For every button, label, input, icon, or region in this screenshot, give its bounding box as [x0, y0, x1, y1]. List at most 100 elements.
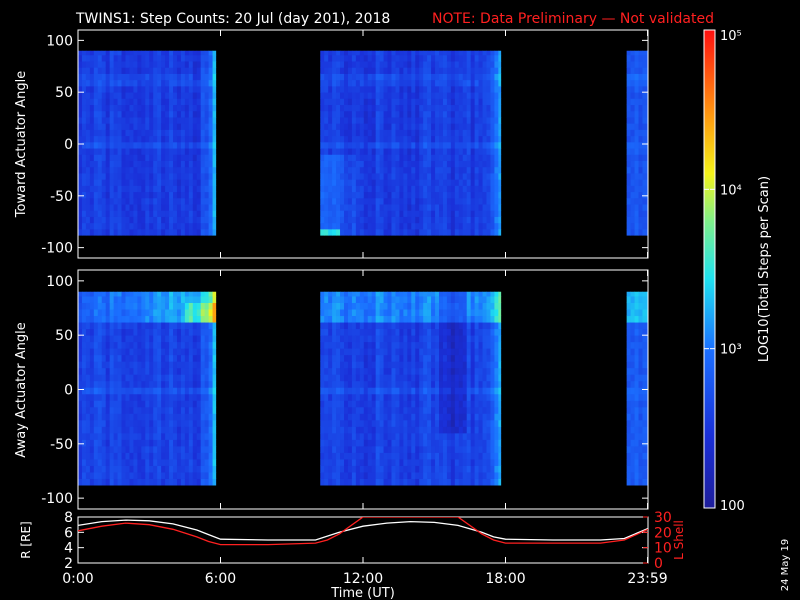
toward-heatmap-cell	[97, 54, 103, 62]
toward-heatmap-cell	[435, 179, 440, 186]
toward-heatmap-cell	[423, 129, 428, 137]
toward-heatmap-cell	[383, 79, 388, 87]
away-heatmap-cell	[407, 472, 412, 479]
away-heatmap-cell	[125, 478, 130, 486]
away-heatmap-cell	[78, 406, 83, 414]
toward-heatmap-cell	[117, 185, 122, 193]
toward-heatmap-cell	[176, 123, 182, 130]
away-heatmap-cell	[367, 341, 373, 349]
toward-heatmap-cell	[105, 197, 111, 205]
toward-heatmap-cell	[113, 54, 118, 62]
away-heatmap-cell	[188, 367, 194, 375]
away-heatmap-cell	[379, 309, 384, 317]
toward-heatmap-cell	[383, 110, 388, 118]
toward-heatmap-cell	[427, 123, 432, 130]
toward-heatmap-cell	[439, 210, 444, 217]
toward-heatmap-cell	[403, 191, 408, 199]
toward-heatmap-cell	[340, 98, 345, 106]
toward-heatmap-cell	[161, 160, 166, 168]
away-heatmap-cell	[482, 309, 487, 317]
away-heatmap-cell	[180, 393, 186, 401]
away-heatmap-cell	[117, 291, 122, 297]
toward-heatmap-cell	[415, 135, 420, 143]
away-heatmap-cell	[78, 302, 83, 310]
away-heatmap-cell	[133, 400, 138, 408]
toward-heatmap-cell	[340, 117, 345, 124]
away-heatmap-cell	[184, 322, 190, 330]
toward-heatmap-cell	[375, 54, 381, 62]
toward-heatmap-cell	[81, 85, 87, 93]
away-heatmap-cell	[371, 432, 377, 440]
toward-heatmap-cell	[78, 85, 83, 93]
toward-heatmap-cell	[320, 92, 325, 99]
toward-heatmap-cell	[97, 228, 103, 236]
toward-heatmap-cell	[423, 173, 428, 180]
toward-heatmap-cell	[117, 73, 122, 81]
away-heatmap-cell	[133, 439, 138, 447]
away-heatmap-cell	[81, 291, 87, 297]
away-heatmap-cell	[149, 361, 154, 369]
toward-heatmap-cell	[188, 92, 194, 99]
away-heatmap-cell	[344, 459, 349, 466]
away-heatmap-cell	[78, 465, 83, 473]
toward-heatmap-cell	[391, 73, 396, 81]
toward-heatmap-cell	[173, 179, 178, 186]
toward-heatmap-cell	[145, 166, 150, 174]
toward-heatmap-cell	[419, 104, 424, 112]
toward-heatmap-cell	[395, 135, 400, 143]
toward-heatmap-cell	[78, 61, 83, 68]
toward-heatmap-cell	[105, 228, 111, 236]
away-heatmap-cell	[161, 439, 166, 447]
away-heatmap-cell	[486, 354, 491, 362]
away-heatmap-cell	[454, 302, 460, 310]
away-heatmap-cell	[474, 302, 479, 310]
toward-heatmap-cell	[176, 67, 182, 74]
away-heatmap-cell	[173, 328, 178, 336]
toward-heatmap-cell	[324, 129, 329, 137]
toward-heatmap-cell	[133, 179, 138, 186]
toward-heatmap-cell	[85, 204, 91, 211]
toward-heatmap-cell	[196, 173, 202, 180]
away-heatmap-cell	[450, 348, 456, 356]
away-heatmap-cell	[165, 380, 170, 388]
away-heatmap-cell	[407, 296, 412, 303]
away-heatmap-cell	[490, 419, 495, 427]
away-heatmap-cell	[399, 445, 404, 453]
away-heatmap-cell	[450, 452, 456, 460]
toward-heatmap-cell	[642, 197, 647, 205]
toward-heatmap-cell	[105, 98, 111, 106]
toward-heatmap-cell	[196, 204, 202, 211]
toward-heatmap-cell	[355, 210, 361, 217]
away-heatmap-cell	[446, 445, 452, 453]
toward-heatmap-cell	[347, 61, 353, 68]
toward-heatmap-cell	[204, 173, 210, 180]
away-heatmap-cell	[347, 472, 353, 479]
toward-heatmap-cell	[630, 135, 635, 143]
away-heatmap-cell	[161, 445, 166, 453]
away-heatmap-cell	[125, 322, 130, 330]
away-heatmap-cell	[85, 445, 91, 453]
toward-heatmap-cell	[105, 92, 111, 99]
away-heatmap-cell	[133, 348, 138, 356]
toward-heatmap-cell	[85, 98, 91, 106]
away-heatmap-cell	[478, 341, 483, 349]
toward-heatmap-cell	[387, 54, 392, 62]
away-heatmap-cell	[347, 400, 353, 408]
toward-heatmap-cell	[204, 61, 210, 68]
toward-heatmap-cell	[97, 160, 103, 168]
toward-heatmap-cell	[165, 179, 170, 186]
toward-heatmap-cell	[642, 228, 647, 236]
toward-heatmap-cell	[117, 216, 122, 224]
toward-heatmap-cell	[78, 79, 83, 87]
away-heatmap-cell	[391, 354, 396, 362]
toward-heatmap-cell	[482, 98, 487, 106]
toward-heatmap-cell	[188, 185, 194, 193]
away-heatmap-cell	[157, 452, 162, 460]
away-heatmap-cell	[129, 380, 134, 388]
away-heatmap-cell	[125, 459, 130, 466]
toward-heatmap-cell	[145, 191, 150, 199]
away-heatmap-cell	[415, 472, 420, 479]
toward-heatmap-cell	[442, 123, 448, 130]
away-heatmap-cell	[419, 302, 424, 310]
toward-heatmap-cell	[470, 135, 476, 143]
